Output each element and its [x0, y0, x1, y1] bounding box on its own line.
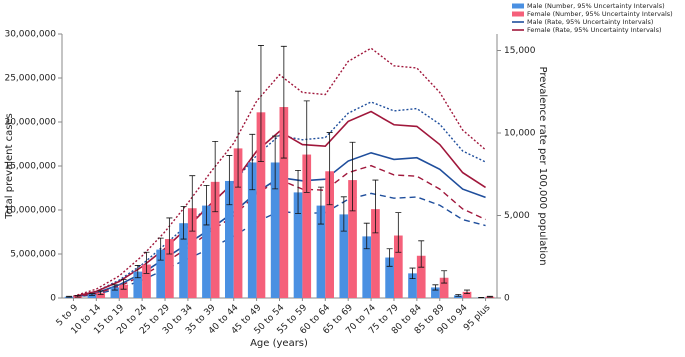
y2-tick-label: 5,000 — [504, 211, 530, 221]
legend-swatch — [512, 12, 524, 17]
y2-tick-label: 0 — [504, 294, 510, 304]
y-tick-label: 15,000,000 — [4, 162, 56, 172]
legend-text: Male (Number, 95% Uncertainty Intervals) — [527, 2, 665, 10]
y-tick-label: 30,000,000 — [4, 30, 56, 40]
y2-axis-title: Prevalence rate per 100,000 population — [537, 66, 548, 265]
x-axis-title: Age (years) — [250, 338, 308, 349]
y2-tick-label: 10,000 — [504, 129, 536, 139]
legend-text: Male (Rate, 95% Uncertainty Intervals) — [527, 18, 653, 26]
legend-swatch — [512, 4, 524, 9]
y-tick-label: 10,000,000 — [4, 206, 56, 216]
y-tick-label: 25,000,000 — [4, 74, 56, 84]
y-tick-label: 20,000,000 — [4, 118, 56, 128]
y-tick-label: 5,000,000 — [10, 250, 56, 260]
y2-tick-label: 15,000 — [504, 46, 536, 56]
y-tick-label: 0 — [50, 294, 56, 304]
legend-text: Female (Number, 95% Uncertainty Interval… — [527, 10, 673, 18]
legend-text: Female (Rate, 95% Uncertainty Intervals) — [527, 26, 662, 34]
